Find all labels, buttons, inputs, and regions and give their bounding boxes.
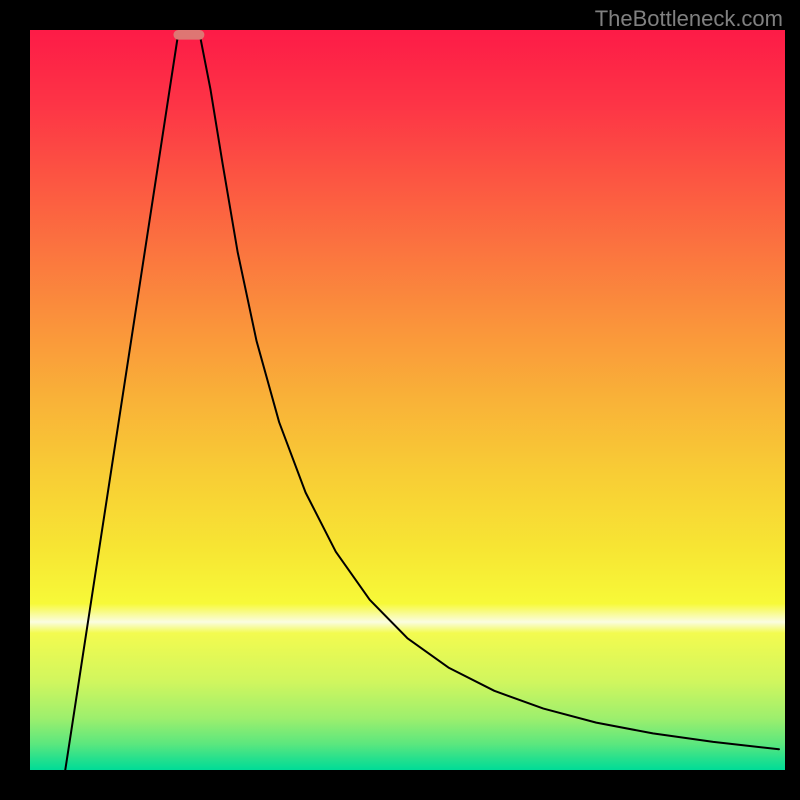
bottleneck-curve [65, 35, 779, 770]
watermark-text: TheBottleneck.com [595, 6, 783, 32]
optimal-marker [173, 30, 204, 40]
curve-layer [30, 30, 785, 770]
plot-area [30, 30, 785, 770]
